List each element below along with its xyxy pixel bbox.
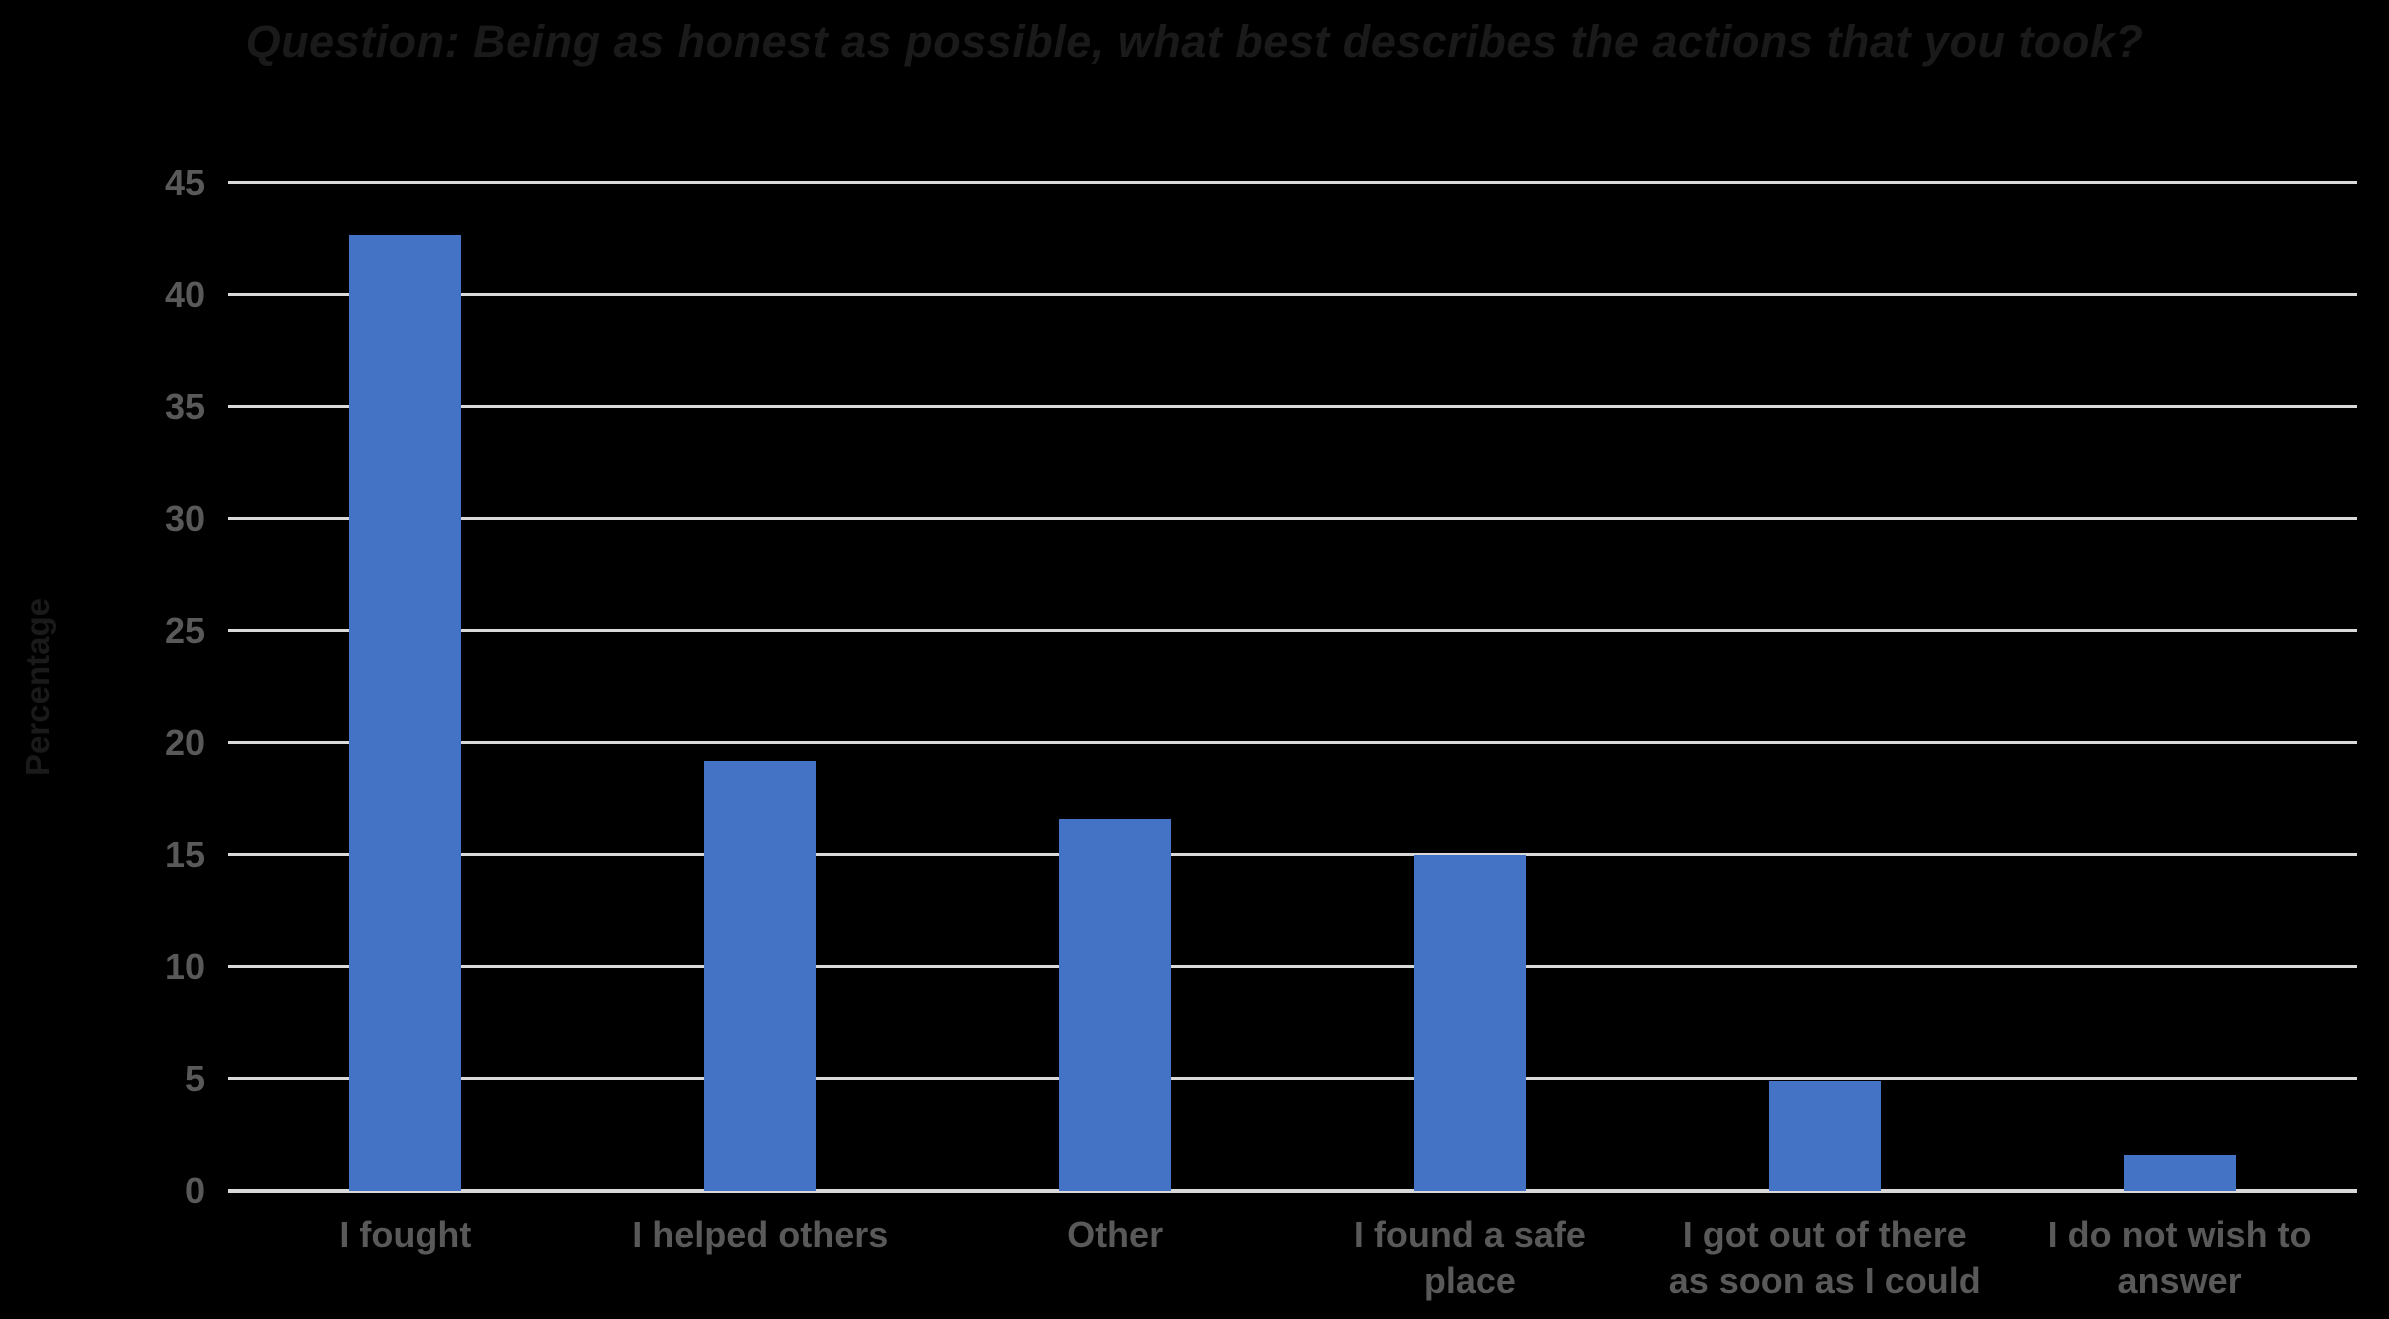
x-category-label: I got out of there as soon as I could [1668,1214,1981,1301]
bar [1413,855,1526,1191]
x-category-label: I fought [339,1214,472,1255]
gridline [228,405,2357,408]
bar [1059,819,1172,1191]
x-category-label: I helped others [632,1214,889,1255]
gridline [228,517,2357,520]
y-tick-label: 25 [164,610,205,651]
gridline [228,965,2357,968]
x-axis-line [228,1189,2357,1193]
gridline [228,1077,2357,1080]
y-tick-label: 45 [164,162,205,203]
gridline [228,741,2357,744]
x-category-label: Other [1067,1214,1164,1255]
x-category-label: I do not wish to answer [2047,1214,2312,1301]
bar [349,234,462,1191]
plot-area [228,181,2357,1193]
y-tick-label: 35 [164,386,205,427]
gridline [228,629,2357,632]
gridline [228,181,2357,184]
bar [1768,1081,1881,1191]
y-tick-label: 0 [184,1170,205,1211]
gridline [228,293,2357,296]
y-tick-label: 15 [164,834,205,875]
y-tick-label: 40 [164,274,205,315]
y-tick-label: 20 [164,722,205,763]
bar [2123,1155,2236,1191]
y-tick-label: 5 [184,1058,205,1099]
bar [704,760,817,1191]
y-tick-label: 30 [164,498,205,539]
y-tick-label: 10 [164,946,205,987]
x-category-label: I found a safe place [1353,1214,1586,1301]
gridline [228,853,2357,856]
chart-title: Question: Being as honest as possible, w… [245,16,2144,67]
